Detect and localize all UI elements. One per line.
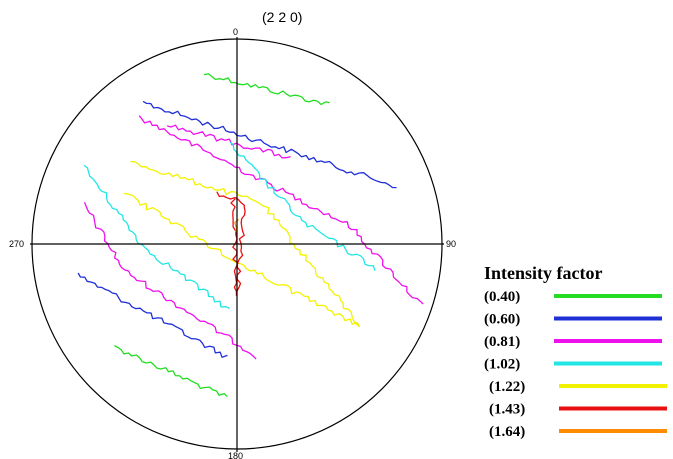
contour-line-0-4 (203, 73, 330, 106)
contour-line-0-6 (142, 100, 397, 189)
axis-label-left: 270 (9, 239, 24, 249)
axis-label-right: 90 (446, 239, 456, 249)
contour-line-0-6 (77, 272, 228, 358)
contour-line-1-22 (123, 160, 361, 328)
contour-layer (77, 73, 424, 398)
legend-entry-label: (1.64) (489, 424, 525, 440)
legend-entry-label: (0.60) (484, 312, 520, 328)
contour-line-1-64 (234, 218, 239, 232)
axis-label-top: 0 (233, 27, 238, 37)
legend-entry-label: (1.43) (489, 402, 525, 418)
chart-title: (2 2 0) (262, 9, 302, 25)
contour-line-1-02 (229, 141, 376, 271)
legend-entry-label: (0.81) (484, 334, 520, 350)
contour-line-0-65 (166, 124, 291, 159)
legend-entry-label: (0.40) (484, 289, 520, 305)
contour-line-1-43 (216, 191, 246, 296)
axis-label-bottom: 180 (228, 451, 243, 459)
contour-line-0-4 (114, 345, 228, 398)
legend-entry-label: (1.02) (484, 357, 520, 373)
legend-title: Intensity factor (484, 263, 602, 283)
legend: (0.40) (0.60) (0.81) (1.02) (1.22) (1.43) (1.6… (484, 289, 667, 440)
contour-line-1-02 (83, 164, 230, 309)
contour-line-0-81 (138, 115, 424, 305)
legend-entry-label: (1.22) (489, 379, 525, 395)
contour-line-0-81 (83, 202, 257, 360)
